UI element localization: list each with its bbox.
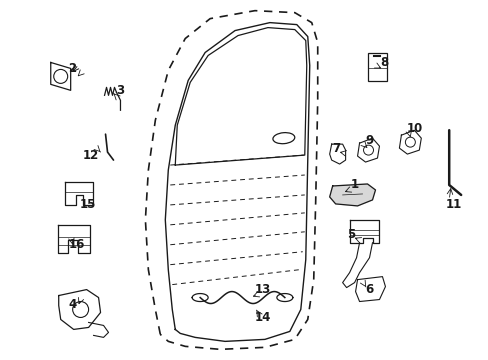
Bar [367, 54, 386, 81]
Polygon shape [355, 276, 385, 302]
Text: 9: 9 [365, 134, 373, 147]
Text: 16: 16 [68, 238, 84, 251]
Text: 4: 4 [68, 298, 77, 311]
Polygon shape [349, 220, 379, 243]
Polygon shape [58, 225, 89, 253]
Polygon shape [329, 184, 375, 206]
Text: 2: 2 [68, 62, 77, 75]
Polygon shape [64, 182, 92, 205]
Text: 5: 5 [347, 228, 355, 241]
Text: 7: 7 [332, 141, 340, 155]
Polygon shape [399, 130, 421, 154]
Polygon shape [59, 289, 101, 329]
Text: 13: 13 [254, 283, 270, 296]
Polygon shape [51, 62, 71, 90]
Text: 10: 10 [406, 122, 422, 135]
Text: 14: 14 [254, 311, 270, 324]
Text: 3: 3 [116, 84, 124, 97]
Text: 12: 12 [82, 149, 99, 162]
Text: 15: 15 [79, 198, 96, 211]
Text: 11: 11 [445, 198, 461, 211]
Polygon shape [342, 243, 372, 288]
Text: 1: 1 [350, 179, 358, 192]
Polygon shape [357, 138, 379, 162]
Text: 8: 8 [380, 56, 388, 69]
Polygon shape [329, 144, 345, 164]
Text: 6: 6 [365, 283, 373, 296]
